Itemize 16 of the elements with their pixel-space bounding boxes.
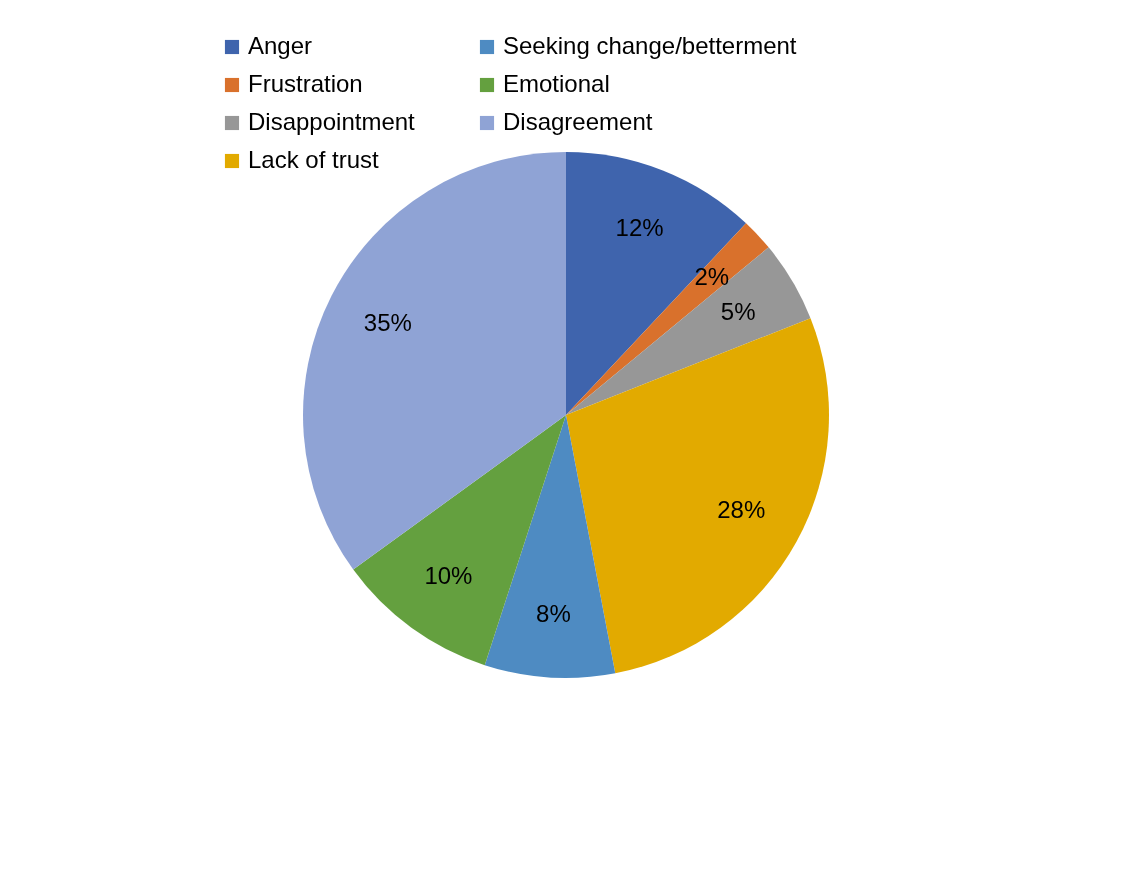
legend-label: Frustration [248,70,363,97]
legend-label: Anger [248,32,313,59]
legend-label: Emotional [503,70,610,97]
data-label: 2% [694,263,730,291]
data-label: 10% [424,561,473,589]
data-label: 28% [717,496,766,524]
data-label: 8% [536,599,571,627]
data-label: 35% [363,309,412,337]
data-label: 5% [720,298,756,326]
data-label: 12% [615,214,664,242]
pie-slice [566,247,811,415]
pie-slice [484,415,616,678]
legend-label: Seeking change/betterment [503,32,797,59]
legend-label: Disagreement [503,108,653,135]
legend-label: Lack of trust [248,146,380,173]
legend-label: Disappointment [248,108,416,135]
